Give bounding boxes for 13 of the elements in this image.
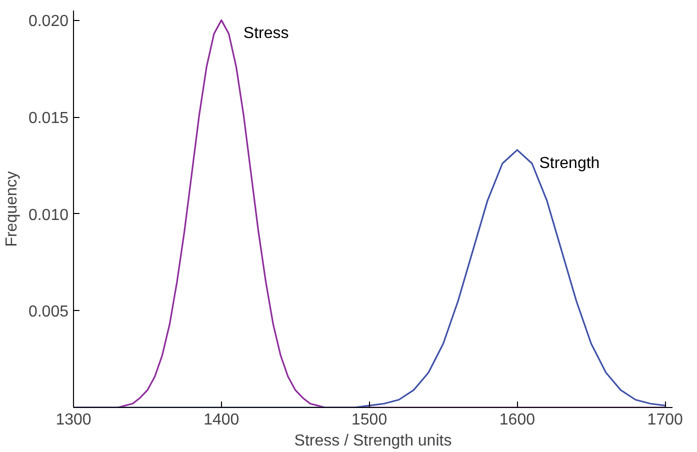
y-tick-label: 0.015: [28, 110, 69, 128]
x-tick-label: 1500: [352, 412, 388, 428]
y-tick-label: 0.005: [28, 304, 69, 321]
series-label: Strength: [539, 154, 600, 172]
x-tick-label: 1600: [499, 412, 536, 428]
x-tick-label: 1300: [56, 412, 92, 428]
y-axis-title: Frequency: [3, 171, 20, 247]
x-axis-title: Stress / Strength units: [294, 432, 452, 450]
y-tick-label: 0.020: [28, 13, 69, 30]
series-label: Stress: [243, 25, 289, 42]
x-tick-label: 1400: [204, 412, 240, 428]
y-tick-label: 0.010: [28, 206, 69, 224]
x-tick-label: 1700: [647, 412, 684, 428]
